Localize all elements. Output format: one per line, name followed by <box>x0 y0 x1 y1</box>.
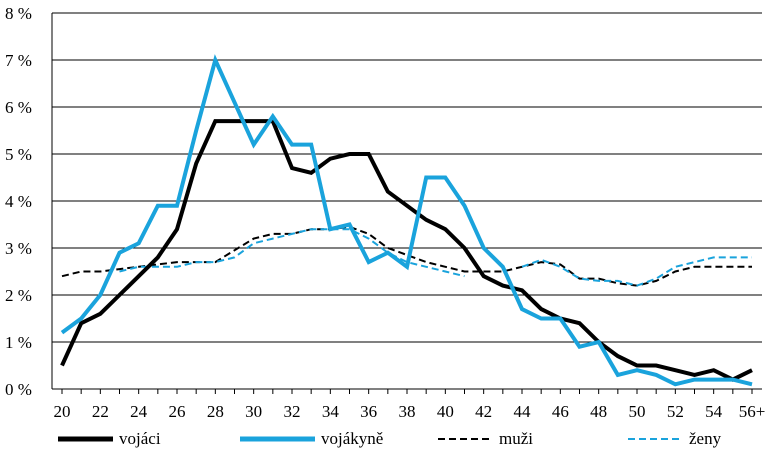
series-line-1 <box>60 54 753 387</box>
y-tick-label: 0 % <box>5 380 32 399</box>
x-tick-label: 22 <box>92 402 109 421</box>
series-line-3 <box>521 256 752 287</box>
legend-label: ženy <box>689 429 722 448</box>
x-tick-label: 54 <box>705 402 723 421</box>
y-tick-label: 6 % <box>5 98 32 117</box>
x-tick-label: 40 <box>437 402 454 421</box>
legend-label: vojákyně <box>321 429 383 448</box>
series-layer <box>60 54 753 387</box>
y-tick-label: 1 % <box>5 333 32 352</box>
x-tick-label: 20 <box>54 402 71 421</box>
x-tick-label: 50 <box>629 402 646 421</box>
y-tick-label: 7 % <box>5 51 32 70</box>
legend-label: muži <box>499 429 533 448</box>
x-tick-label: 38 <box>399 402 416 421</box>
x-tick-label: 24 <box>130 402 148 421</box>
y-tick-label: 2 % <box>5 286 32 305</box>
series-line-2 <box>61 225 752 287</box>
x-tick-label: 34 <box>322 402 340 421</box>
x-tick-label: 28 <box>207 402 224 421</box>
x-tick-label: 32 <box>284 402 301 421</box>
legend-label: vojáci <box>119 429 161 448</box>
x-tick-label: 26 <box>169 402 186 421</box>
x-tick-label: 36 <box>360 402 377 421</box>
x-tick-label: 46 <box>552 402 569 421</box>
x-tick-label: 42 <box>475 402 492 421</box>
legend: vojáci vojákyně muži ženy <box>58 429 722 448</box>
series-line-3 <box>119 228 465 278</box>
series-line-0 <box>60 119 753 382</box>
grid-layer <box>52 12 762 343</box>
x-tick-label: 52 <box>667 402 684 421</box>
y-tick-label: 4 % <box>5 192 32 211</box>
x-tick-label: 44 <box>514 402 532 421</box>
y-tick-label: 5 % <box>5 145 32 164</box>
x-tick-label: 56+ <box>739 402 766 421</box>
x-tick-label: 48 <box>590 402 607 421</box>
y-tick-label: 8 % <box>5 4 32 23</box>
axis-layer: 0 % 1 % 2 % 3 % 4 % 5 % 6 % 7 % 8 % 20 22 24 26 28 30 3… <box>5 4 765 421</box>
y-tick-label: 3 % <box>5 239 32 258</box>
x-tick-label: 30 <box>245 402 262 421</box>
